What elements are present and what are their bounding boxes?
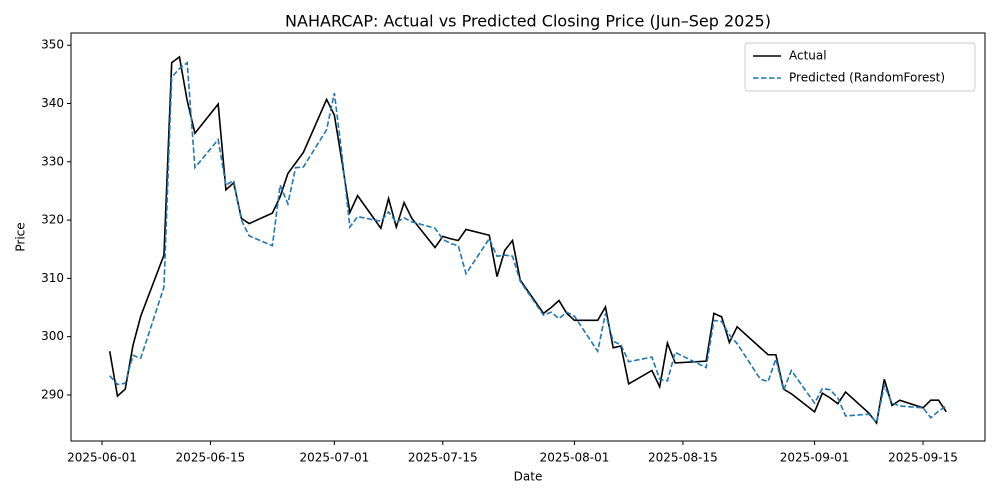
- legend-label: Actual: [789, 49, 827, 63]
- y-tick-label: 330: [41, 154, 64, 168]
- x-tick-label: 2025-06-15: [176, 451, 246, 465]
- legend-label: Predicted (RandomForest): [789, 71, 945, 85]
- x-tick-label: 2025-09-01: [780, 451, 850, 465]
- y-tick-label: 340: [41, 96, 64, 110]
- x-tick-label: 2025-08-01: [540, 451, 610, 465]
- legend: Actual Predicted (RandomForest): [744, 42, 976, 92]
- x-tick-label: 2025-08-15: [648, 451, 718, 465]
- x-tick-label: 2025-07-15: [408, 451, 478, 465]
- y-tick-label: 290: [41, 387, 64, 401]
- y-tick-label: 300: [41, 329, 64, 343]
- plot-frame: [70, 32, 986, 442]
- legend-box: [744, 42, 976, 92]
- x-tick-label: 2025-09-15: [888, 451, 958, 465]
- x-tick-label: 2025-07-01: [299, 451, 369, 465]
- series-line: [108, 55, 947, 425]
- y-axis-label: Price: [14, 222, 28, 251]
- x-tick-label: 2025-06-01: [67, 451, 137, 465]
- chart-title: NAHARCAP: Actual vs Predicted Closing Pr…: [285, 12, 771, 31]
- y-tick-label: 320: [41, 213, 64, 227]
- y-tick-label: 310: [41, 271, 64, 285]
- y-tick-label: 350: [41, 38, 64, 52]
- x-axis-label: Date: [514, 470, 543, 484]
- series-line: [109, 61, 947, 425]
